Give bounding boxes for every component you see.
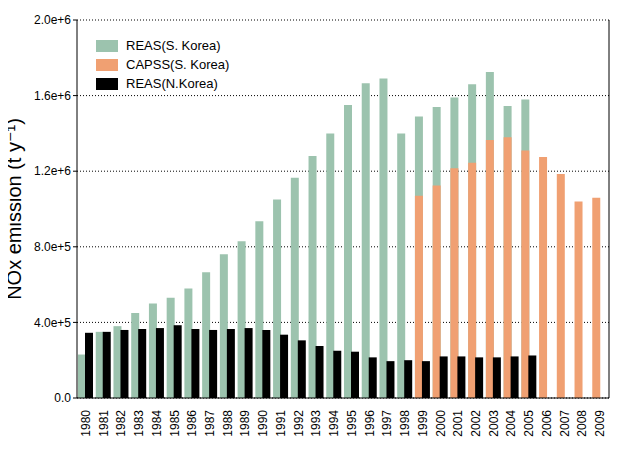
svg-text:2003: 2003: [487, 410, 501, 437]
html-text:REAS(N.Korea): REAS(N.Korea): [126, 76, 218, 91]
svg-text:1.6e+6: 1.6e+6: [34, 89, 71, 103]
svg-text:4.0e+5: 4.0e+5: [34, 316, 71, 330]
svg-text:2001: 2001: [451, 410, 465, 437]
svg-text:1989: 1989: [238, 410, 252, 437]
svg-text:1995: 1995: [345, 410, 359, 437]
svg-text:2006: 2006: [540, 410, 554, 437]
svg-text:1981: 1981: [97, 410, 111, 437]
svg-text:2005: 2005: [522, 410, 536, 437]
svg-text:2000: 2000: [434, 410, 448, 437]
svg-text:1997: 1997: [380, 410, 394, 437]
svg-text:1988: 1988: [221, 410, 235, 437]
svg-text:1990: 1990: [256, 410, 270, 437]
svg-text:1996: 1996: [363, 410, 377, 437]
svg-text:1991: 1991: [274, 410, 288, 437]
svg-text:8.0e+5: 8.0e+5: [34, 240, 71, 254]
svg-text:1980: 1980: [79, 410, 93, 437]
svg-text:2007: 2007: [558, 410, 572, 437]
svg-text:0.0: 0.0: [54, 391, 71, 405]
svg-text:2009: 2009: [593, 410, 607, 437]
svg-text:1983: 1983: [132, 410, 146, 437]
svg-text:2002: 2002: [469, 410, 483, 437]
svg-text:1982: 1982: [114, 410, 128, 437]
svg-text:1993: 1993: [309, 410, 323, 437]
svg-text:1998: 1998: [398, 410, 412, 437]
html-text:REAS(S. Korea): REAS(S. Korea): [126, 38, 221, 53]
svg-text:2.0e+6: 2.0e+6: [34, 13, 71, 27]
svg-text:1986: 1986: [185, 410, 199, 437]
svg-text:1987: 1987: [203, 410, 217, 437]
svg-text:1.2e+6: 1.2e+6: [34, 164, 71, 178]
svg-text:1994: 1994: [327, 410, 341, 437]
svg-text:NOx emission (t y⁻¹): NOx emission (t y⁻¹): [8, 118, 25, 300]
svg-text:2004: 2004: [504, 410, 518, 437]
svg-text:1985: 1985: [168, 410, 182, 437]
html-text:CAPSS(S. Korea): CAPSS(S. Korea): [126, 57, 230, 72]
svg-text:1992: 1992: [292, 410, 306, 437]
svg-text:2008: 2008: [575, 410, 589, 437]
svg-text:1999: 1999: [416, 410, 430, 437]
svg-text:1984: 1984: [150, 410, 164, 437]
